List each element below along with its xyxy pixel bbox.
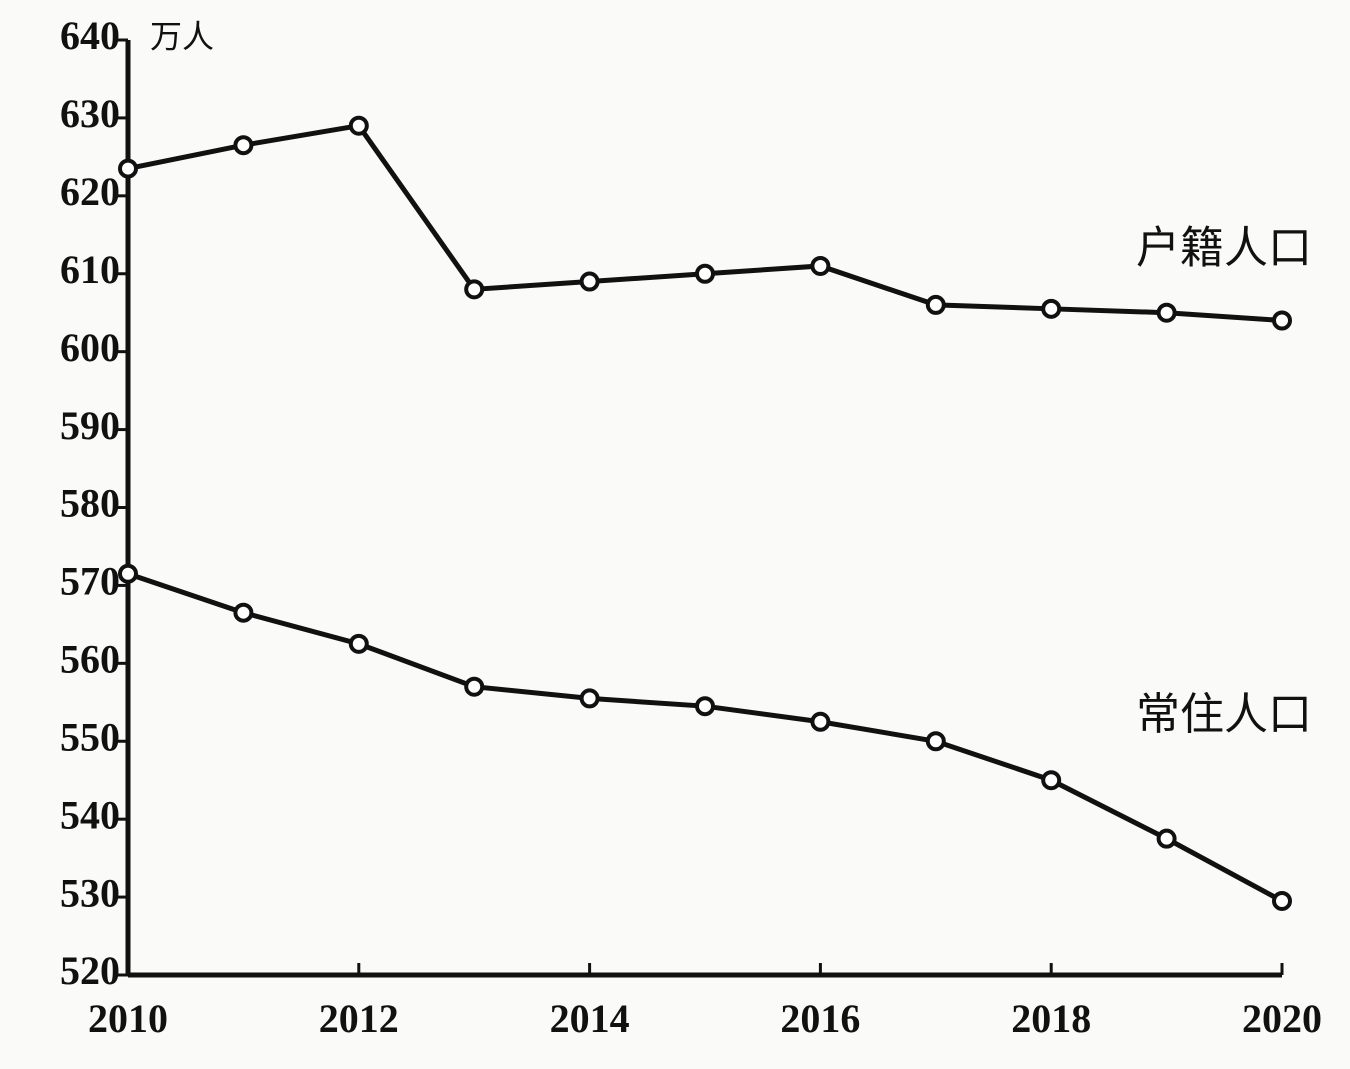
- x-tick-label: 2010: [88, 996, 168, 1041]
- point: [118, 563, 138, 584]
- y-tick-label: 540: [60, 792, 120, 837]
- y-tick-label: 570: [60, 559, 120, 604]
- y-tick-label: 630: [60, 91, 120, 136]
- point: [925, 731, 946, 752]
- point: [233, 135, 254, 156]
- point: [1272, 310, 1292, 331]
- point: [1272, 890, 1292, 911]
- x-tick-label: 2020: [1242, 996, 1322, 1041]
- y-tick-label: 590: [60, 403, 120, 448]
- y-tick-label: 530: [60, 870, 120, 915]
- point: [1156, 302, 1177, 323]
- point: [695, 696, 715, 717]
- x-tick-label: 2018: [1011, 996, 1091, 1041]
- y-tick-label: 520: [60, 948, 120, 993]
- point: [348, 633, 369, 654]
- y-tick-label: 580: [60, 481, 120, 526]
- point: [579, 688, 600, 709]
- point: [233, 602, 254, 623]
- x-tick-label: 2012: [319, 996, 399, 1041]
- y-tick-label: 560: [60, 637, 120, 682]
- y-axis-label: 万人: [150, 18, 214, 54]
- series-line: [127, 122, 1283, 323]
- point: [810, 255, 831, 276]
- point: [810, 711, 831, 732]
- point: [1156, 828, 1177, 849]
- point: [1041, 770, 1062, 791]
- point: [1041, 298, 1062, 319]
- series-label: 户籍人口: [1136, 224, 1312, 273]
- point: [464, 676, 485, 697]
- point: [925, 294, 946, 315]
- x-tick-label: 2014: [550, 996, 630, 1041]
- point: [579, 271, 600, 292]
- point: [118, 158, 138, 179]
- point: [348, 115, 369, 136]
- point: [695, 263, 715, 284]
- y-tick-label: 640: [60, 13, 120, 58]
- point: [464, 279, 485, 300]
- series-label: 常住人口: [1136, 690, 1312, 739]
- y-tick-label: 620: [60, 169, 120, 214]
- y-tick-label: 610: [60, 247, 120, 292]
- x-tick-label: 2016: [780, 996, 860, 1041]
- y-tick-label: 600: [60, 325, 120, 370]
- series-line: [127, 571, 1284, 904]
- y-tick-label: 550: [60, 714, 120, 759]
